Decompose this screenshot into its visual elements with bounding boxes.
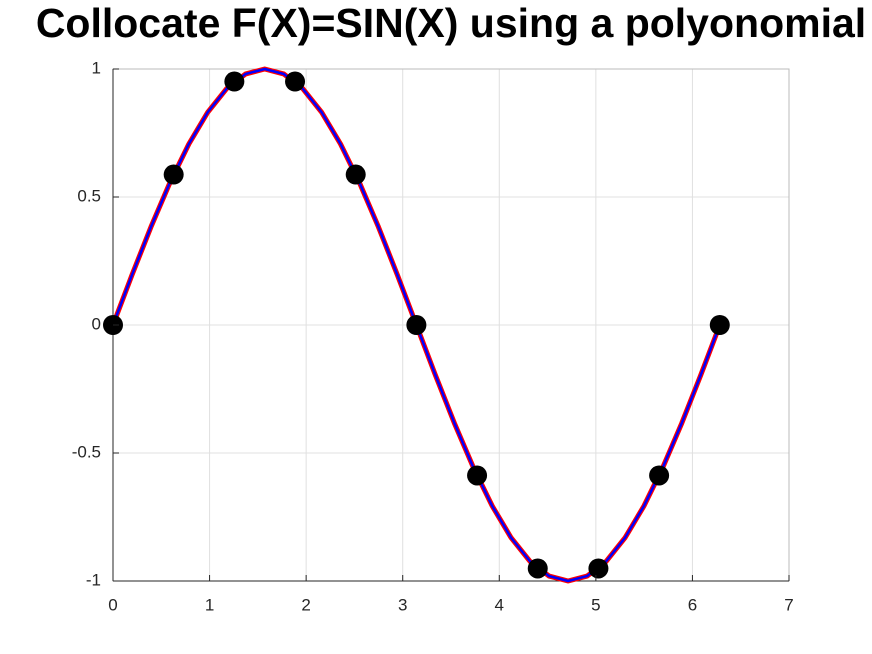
y-tick-label: 0 [92,314,101,333]
data-point [163,164,184,185]
x-tick-label: 5 [591,595,600,614]
x-tick-label: 4 [495,595,504,614]
x-tick-label: 1 [205,595,214,614]
x-tick-label: 2 [301,595,310,614]
x-tick-label: 0 [108,595,117,614]
chart-title: Collocate F(X)=SIN(X) using a polyonomia… [36,0,866,46]
y-tick-label: -1 [86,570,101,589]
y-tick-label: -0.5 [72,442,101,461]
data-point [406,315,427,335]
plot-area [103,66,730,584]
data-point [527,558,548,579]
x-tick-label: 6 [688,595,697,614]
y-tick-label: 0.5 [77,186,101,205]
x-tick-label: 7 [784,595,793,614]
y-tick-label: 1 [92,58,101,77]
data-point [588,558,609,579]
data-point [224,71,245,92]
x-tick-label: 3 [398,595,407,614]
data-point [467,465,488,486]
data-point [285,71,306,92]
data-point [709,315,730,335]
data-point [649,465,670,486]
data-point [345,164,366,185]
